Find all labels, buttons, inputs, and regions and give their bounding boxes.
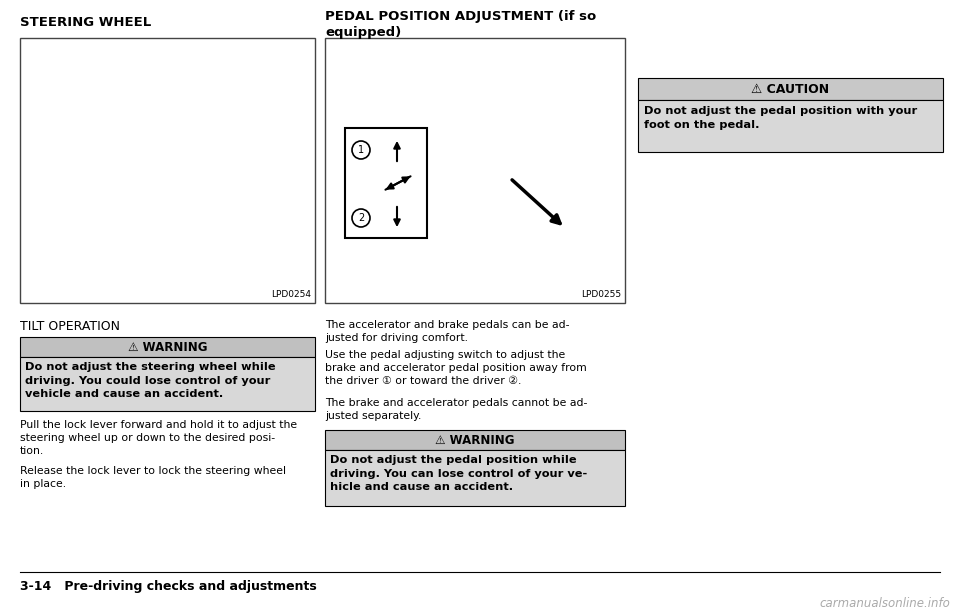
Text: Do not adjust the pedal position with your
foot on the pedal.: Do not adjust the pedal position with yo… (644, 106, 917, 130)
Bar (325, 450, 625, 506)
Text: Pull the lock lever forward and hold it to adjust the
steering wheel up or down : Pull the lock lever forward and hold it … (20, 420, 298, 456)
Text: PEDAL POSITION ADJUSTMENT (if so: PEDAL POSITION ADJUSTMENT (if so (325, 10, 596, 23)
Text: 3-14   Pre-driving checks and adjustments: 3-14 Pre-driving checks and adjustments (20, 580, 317, 593)
Text: ⚠ WARNING: ⚠ WARNING (128, 340, 207, 354)
Text: The brake and accelerator pedals cannot be ad-
justed separately.: The brake and accelerator pedals cannot … (325, 398, 588, 421)
Bar (638, 100, 943, 152)
Bar (345, 128, 427, 238)
Text: Release the lock lever to lock the steering wheel
in place.: Release the lock lever to lock the steer… (20, 466, 286, 489)
Text: 1: 1 (358, 145, 364, 155)
Text: Do not adjust the pedal position while
driving. You can lose control of your ve-: Do not adjust the pedal position while d… (330, 455, 588, 492)
Bar (325, 430, 625, 450)
Text: The accelerator and brake pedals can be ad-
justed for driving comfort.: The accelerator and brake pedals can be … (325, 320, 569, 343)
Text: equipped): equipped) (325, 26, 401, 39)
Bar (20, 357, 315, 411)
Text: LPD0254: LPD0254 (271, 290, 311, 299)
Bar (325, 38, 625, 303)
Text: carmanualsonline.info: carmanualsonline.info (819, 597, 950, 610)
Text: ⚠ WARNING: ⚠ WARNING (435, 433, 515, 447)
Text: Do not adjust the steering wheel while
driving. You could lose control of your
v: Do not adjust the steering wheel while d… (25, 362, 276, 399)
Bar (20, 38, 315, 303)
Text: TILT OPERATION: TILT OPERATION (20, 320, 120, 333)
Text: 2: 2 (358, 213, 364, 223)
Text: ⚠ CAUTION: ⚠ CAUTION (752, 82, 829, 95)
Bar (638, 78, 943, 100)
Text: Use the pedal adjusting switch to adjust the
brake and accelerator pedal positio: Use the pedal adjusting switch to adjust… (325, 350, 587, 386)
Text: STEERING WHEEL: STEERING WHEEL (20, 16, 152, 29)
Bar (20, 337, 315, 357)
Text: LPD0255: LPD0255 (581, 290, 621, 299)
